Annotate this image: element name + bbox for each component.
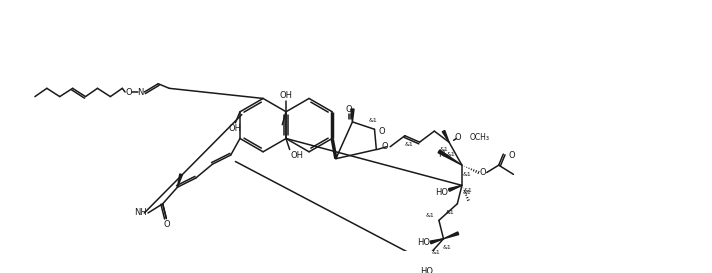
Polygon shape [449, 185, 462, 191]
Text: OH: OH [290, 150, 303, 159]
Text: &1: &1 [446, 152, 455, 157]
Text: &1: &1 [368, 118, 377, 123]
Text: &1: &1 [462, 190, 471, 195]
Text: O: O [480, 168, 486, 177]
Text: HO: HO [421, 267, 434, 273]
Text: OH: OH [280, 91, 293, 100]
Text: O: O [508, 152, 515, 161]
Text: &1: &1 [446, 210, 454, 215]
Text: &1: &1 [464, 188, 473, 193]
Text: O: O [345, 105, 352, 114]
Text: &1: &1 [463, 172, 472, 177]
Text: O: O [455, 133, 461, 142]
Text: &1: &1 [431, 250, 441, 255]
Text: O: O [163, 219, 169, 229]
Text: &1: &1 [425, 213, 434, 218]
Polygon shape [426, 257, 429, 266]
Polygon shape [351, 109, 354, 122]
Text: H: H [439, 150, 445, 159]
Text: &1: &1 [443, 245, 451, 250]
Text: OH: OH [229, 124, 242, 133]
Text: OCH₃: OCH₃ [469, 133, 489, 142]
Polygon shape [442, 130, 449, 142]
Text: &1: &1 [440, 147, 449, 152]
Polygon shape [430, 239, 444, 244]
Text: &1: &1 [405, 143, 414, 147]
Text: HO: HO [417, 238, 430, 247]
Text: O: O [125, 88, 132, 96]
Polygon shape [177, 174, 182, 187]
Polygon shape [444, 232, 459, 239]
Polygon shape [438, 150, 462, 165]
Text: O: O [379, 127, 385, 136]
Text: NH: NH [135, 209, 147, 218]
Text: N: N [137, 88, 144, 96]
Text: O: O [382, 142, 388, 151]
Text: HO: HO [435, 188, 448, 197]
